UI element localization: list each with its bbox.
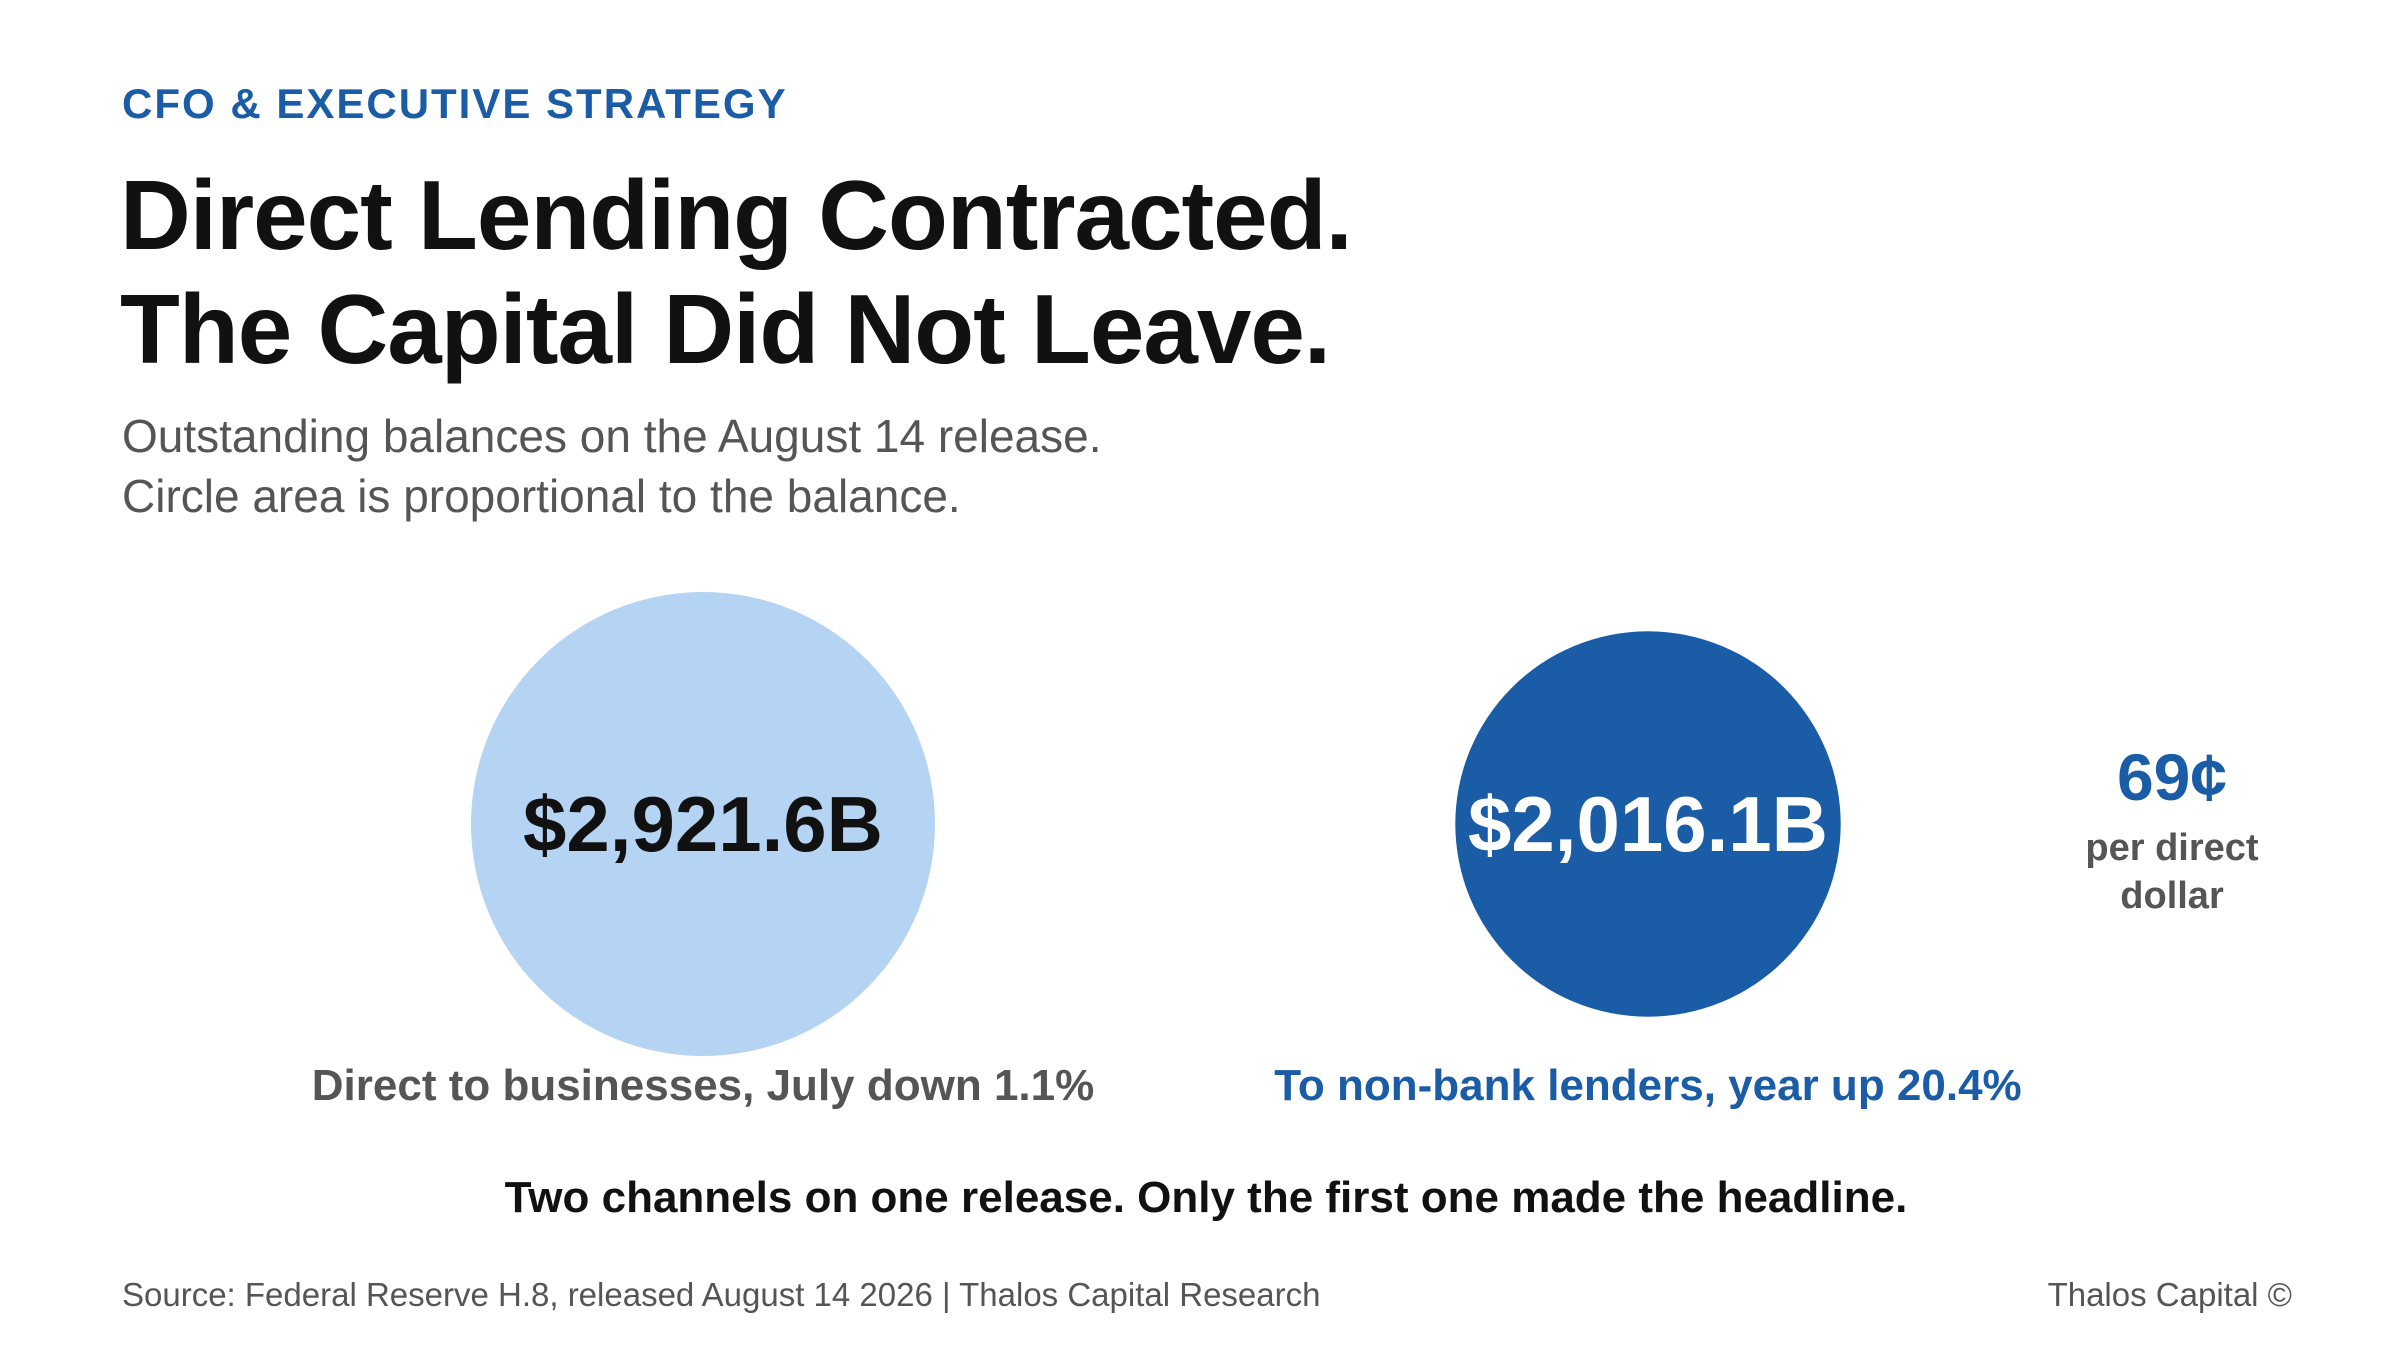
bubble-caption-2: To non-bank lenders, year up 20.4% xyxy=(1274,1061,2021,1110)
title-line-2: The Capital Did Not Leave. xyxy=(120,274,1331,384)
kicker: CFO & EXECUTIVE STRATEGY xyxy=(122,80,788,127)
bubble-value-label-2: $2,016.1B xyxy=(1468,780,1828,868)
subtitle-line-2: Circle area is proportional to the balan… xyxy=(122,470,961,522)
title-line-1: Direct Lending Contracted. xyxy=(120,160,1353,270)
bubble-caption-1: Direct to businesses, July down 1.1% xyxy=(312,1061,1094,1110)
subtitle: Outstanding balances on the August 14 re… xyxy=(122,406,1101,526)
bubble-value-label-1: $2,921.6B xyxy=(523,780,883,868)
takeaway-text: Two channels on one release. Only the fi… xyxy=(505,1173,1908,1222)
annotation-value: 69¢ xyxy=(2117,740,2227,814)
bubble-1 xyxy=(471,592,935,1056)
footer-brand: Thalos Capital © xyxy=(2047,1276,2292,1313)
page-title: Direct Lending Contracted. The Capital D… xyxy=(120,158,1353,386)
footer-source: Source: Federal Reserve H.8, released Au… xyxy=(122,1276,1321,1313)
annotation-label-line-1: per direct xyxy=(2085,827,2259,869)
annotation-label-line-2: dollar xyxy=(2120,875,2224,917)
bubble-group: $2,921.6B Direct to businesses, July down… xyxy=(312,592,2022,1110)
bubble-2 xyxy=(1455,631,1841,1017)
subtitle-line-1: Outstanding balances on the August 14 re… xyxy=(122,410,1102,462)
